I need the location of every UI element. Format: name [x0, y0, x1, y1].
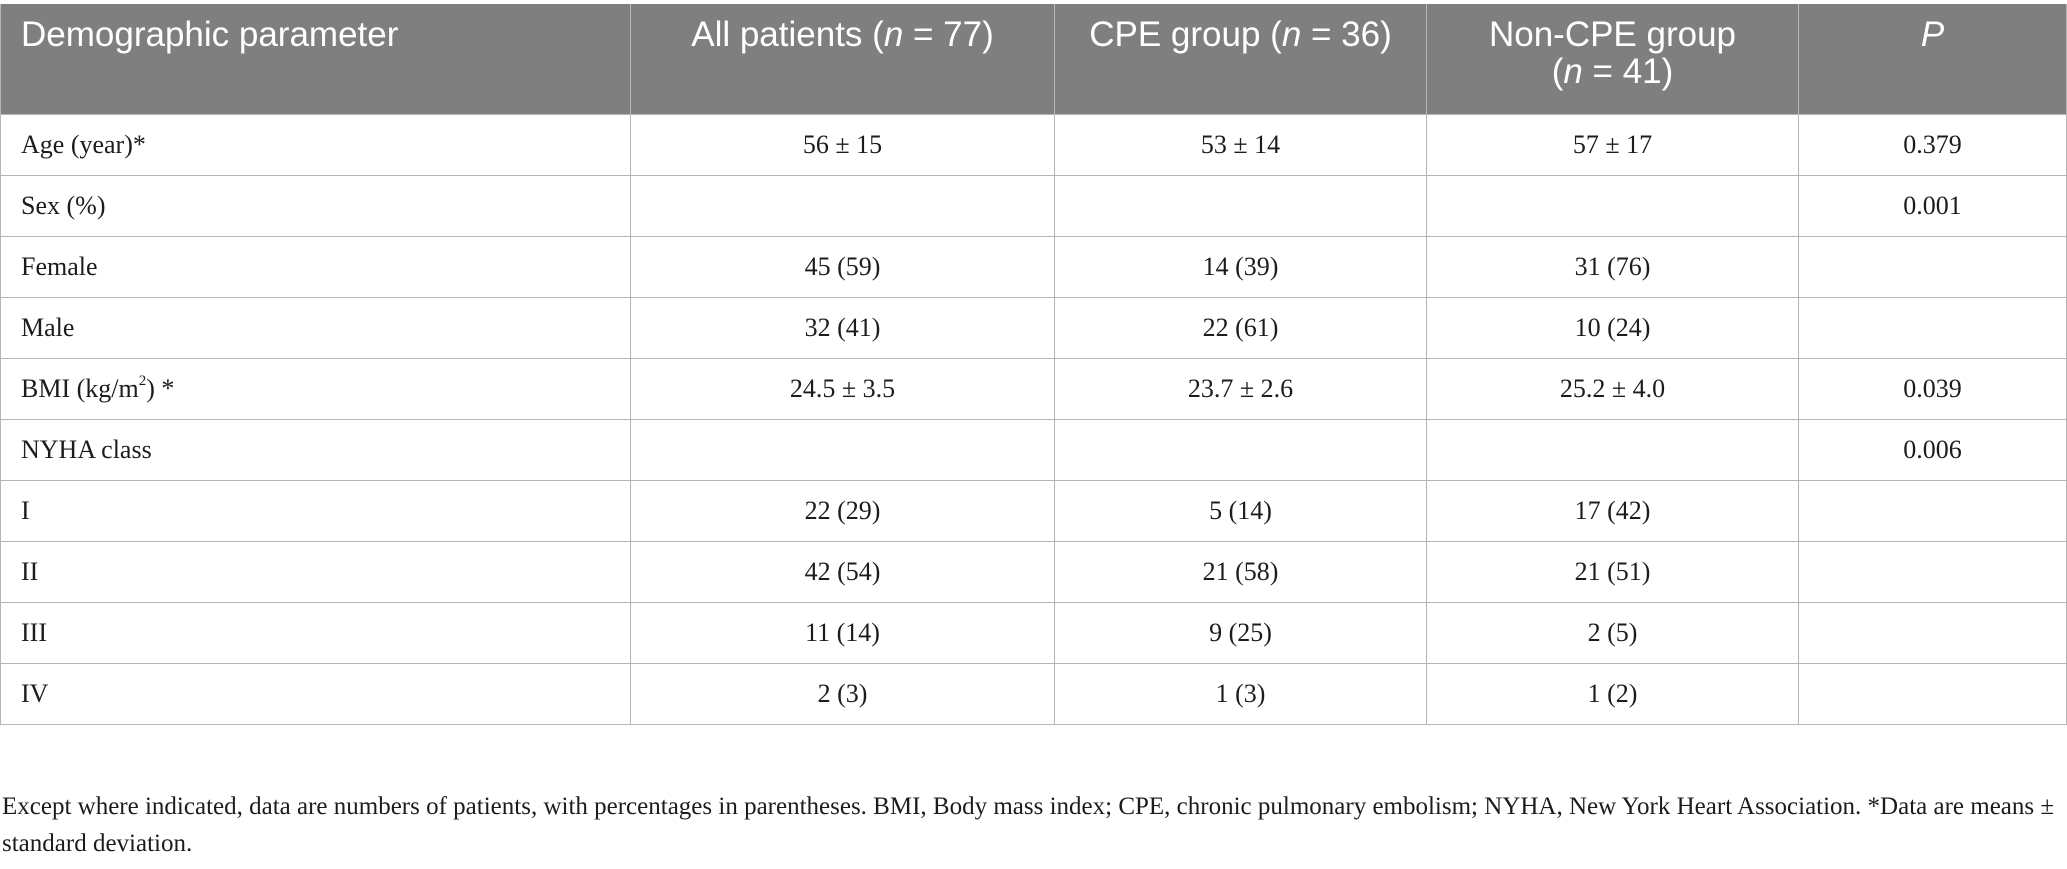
cell-p: 0.001 [1798, 174, 2067, 237]
table-footnote: Except where indicated, data are numbers… [2, 793, 2055, 857]
row-param: Age (year)* [0, 113, 631, 176]
cell-p [1798, 662, 2067, 725]
cell-cpe: 9 (25) [1054, 601, 1427, 664]
cell-cpe: 14 (39) [1054, 235, 1427, 298]
cell-cpe: 22 (61) [1054, 296, 1427, 359]
cell-all: 32 (41) [630, 296, 1055, 359]
cell-non-cpe: 17 (42) [1426, 479, 1799, 542]
cell-non-cpe: 57 ± 17 [1426, 113, 1799, 176]
row-param: Sex (%) [0, 174, 631, 237]
header-non-cpe-group: Non-CPE group (n = 41) [1426, 4, 1799, 114]
demographics-table: Demographic parameter All patients (n = … [0, 4, 2067, 725]
cell-all: 24.5 ± 3.5 [630, 357, 1055, 420]
table-row: Sex (%) 0.001 [0, 174, 2067, 237]
header-row: Demographic parameter All patients (n = … [0, 4, 2067, 114]
cell-p [1798, 296, 2067, 359]
cell-all [630, 174, 1055, 237]
table-row: I 22 (29) 5 (14) 17 (42) [0, 479, 2067, 542]
row-param: NYHA class [0, 418, 631, 481]
table-row: Age (year)* 56 ± 15 53 ± 14 57 ± 17 0.37… [0, 113, 2067, 176]
cell-non-cpe: 21 (51) [1426, 540, 1799, 603]
cell-non-cpe: 25.2 ± 4.0 [1426, 357, 1799, 420]
cell-all: 56 ± 15 [630, 113, 1055, 176]
cell-cpe [1054, 418, 1427, 481]
table-row: III 11 (14) 9 (25) 2 (5) [0, 601, 2067, 664]
table-row: BMI (kg/m2) * 24.5 ± 3.5 23.7 ± 2.6 25.2… [0, 357, 2067, 420]
header-p-value: P [1798, 4, 2067, 114]
cell-p [1798, 601, 2067, 664]
row-param: Female [0, 235, 631, 298]
cell-cpe [1054, 174, 1427, 237]
table-row: NYHA class 0.006 [0, 418, 2067, 481]
table-row: II 42 (54) 21 (58) 21 (51) [0, 540, 2067, 603]
cell-all: 45 (59) [630, 235, 1055, 298]
cell-all: 42 (54) [630, 540, 1055, 603]
row-param: II [0, 540, 631, 603]
cell-non-cpe [1426, 418, 1799, 481]
header-all-patients: All patients (n = 77) [630, 4, 1055, 114]
table-row: Male 32 (41) 22 (61) 10 (24) [0, 296, 2067, 359]
table-row: IV 2 (3) 1 (3) 1 (2) [0, 662, 2067, 725]
cell-p [1798, 235, 2067, 298]
table-row: Female 45 (59) 14 (39) 31 (76) [0, 235, 2067, 298]
cell-cpe: 1 (3) [1054, 662, 1427, 725]
header-cpe-group: CPE group (n = 36) [1054, 4, 1427, 114]
cell-non-cpe: 1 (2) [1426, 662, 1799, 725]
cell-non-cpe: 31 (76) [1426, 235, 1799, 298]
cell-all: 22 (29) [630, 479, 1055, 542]
cell-cpe: 23.7 ± 2.6 [1054, 357, 1427, 420]
row-param: I [0, 479, 631, 542]
row-param: Male [0, 296, 631, 359]
cell-non-cpe: 2 (5) [1426, 601, 1799, 664]
cell-p [1798, 540, 2067, 603]
header-parameter: Demographic parameter [0, 4, 631, 114]
row-param: III [0, 601, 631, 664]
cell-non-cpe [1426, 174, 1799, 237]
row-param: IV [0, 662, 631, 725]
cell-non-cpe: 10 (24) [1426, 296, 1799, 359]
cell-p [1798, 479, 2067, 542]
cell-cpe: 53 ± 14 [1054, 113, 1427, 176]
superscript: 2 [138, 372, 147, 389]
cell-p: 0.379 [1798, 113, 2067, 176]
cell-p: 0.039 [1798, 357, 2067, 420]
table-container: Demographic parameter All patients (n = … [0, 4, 2067, 725]
cell-all: 2 (3) [630, 662, 1055, 725]
cell-p: 0.006 [1798, 418, 2067, 481]
cell-all: 11 (14) [630, 601, 1055, 664]
cell-all [630, 418, 1055, 481]
cell-cpe: 5 (14) [1054, 479, 1427, 542]
row-param: BMI (kg/m2) * [0, 357, 631, 420]
cell-cpe: 21 (58) [1054, 540, 1427, 603]
